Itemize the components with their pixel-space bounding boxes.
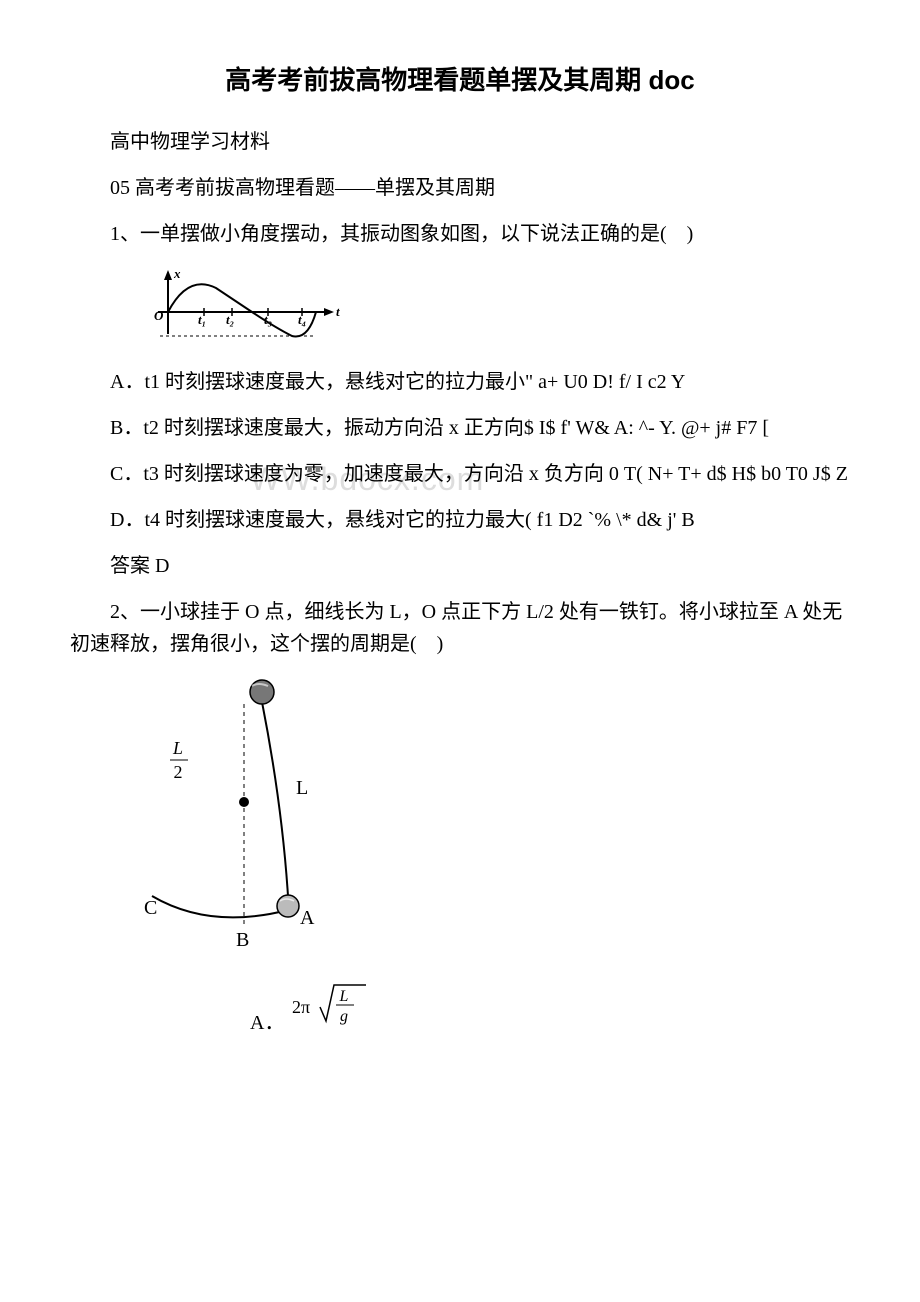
svg-text:2: 2 xyxy=(174,762,183,782)
svg-text:L: L xyxy=(172,738,183,758)
svg-text:O: O xyxy=(154,308,164,323)
q2-diagram: L 2 L A B C xyxy=(140,674,850,963)
page-title: 高考考前拔高物理看题单摆及其周期 doc xyxy=(70,60,850,102)
svg-text:L: L xyxy=(296,777,308,799)
svg-text:A: A xyxy=(300,907,315,929)
svg-text:t₁: t₁ xyxy=(198,312,206,327)
svg-text:2π: 2π xyxy=(292,997,310,1017)
svg-text:C: C xyxy=(144,897,157,919)
svg-text:t₂: t₂ xyxy=(226,312,234,327)
q1-answer: 答案 D xyxy=(70,550,850,582)
intro-1: 高中物理学习材料 xyxy=(70,126,850,158)
formula-2pi-sqrt: 2π L g xyxy=(290,977,370,1039)
intro-2: 05 高考考前拔高物理看题——单摆及其周期 xyxy=(70,172,850,204)
q2-opt-a: A． 2π L g xyxy=(250,977,850,1039)
q1-stem: 1、一单摆做小角度摆动，其振动图象如图，以下说法正确的是( ) xyxy=(70,218,850,250)
q1-graph: O x t t₁ t₂ t₃ t₄ xyxy=(140,264,850,353)
svg-text:L: L xyxy=(339,988,349,1005)
q2-stem: 2、一小球挂于 O 点，细线长为 L，O 点正下方 L/2 处有一铁钉。将小球拉… xyxy=(70,596,850,660)
q1-opt-c: C．t3 时刻摆球速度为零，加速度最大，方向沿 x 负方向 0 T( N+ T+… xyxy=(70,458,850,490)
svg-text:x: x xyxy=(173,266,181,281)
svg-text:B: B xyxy=(236,929,249,951)
svg-text:g: g xyxy=(340,1008,348,1025)
q1-opt-a: A．t1 时刻摆球速度最大，悬线对它的拉力最小" a+ U0 D! f/ I c… xyxy=(70,366,850,398)
q1-opt-b: B．t2 时刻摆球速度最大，振动方向沿 x 正方向$ I$ f' W& A: ^… xyxy=(70,412,850,444)
q2-opt-a-label: A． xyxy=(250,1007,284,1039)
svg-text:t: t xyxy=(336,304,340,319)
q1-opt-d: D．t4 时刻摆球速度最大，悬线对它的拉力最大( f1 D2 `% \* d& … xyxy=(70,504,850,536)
